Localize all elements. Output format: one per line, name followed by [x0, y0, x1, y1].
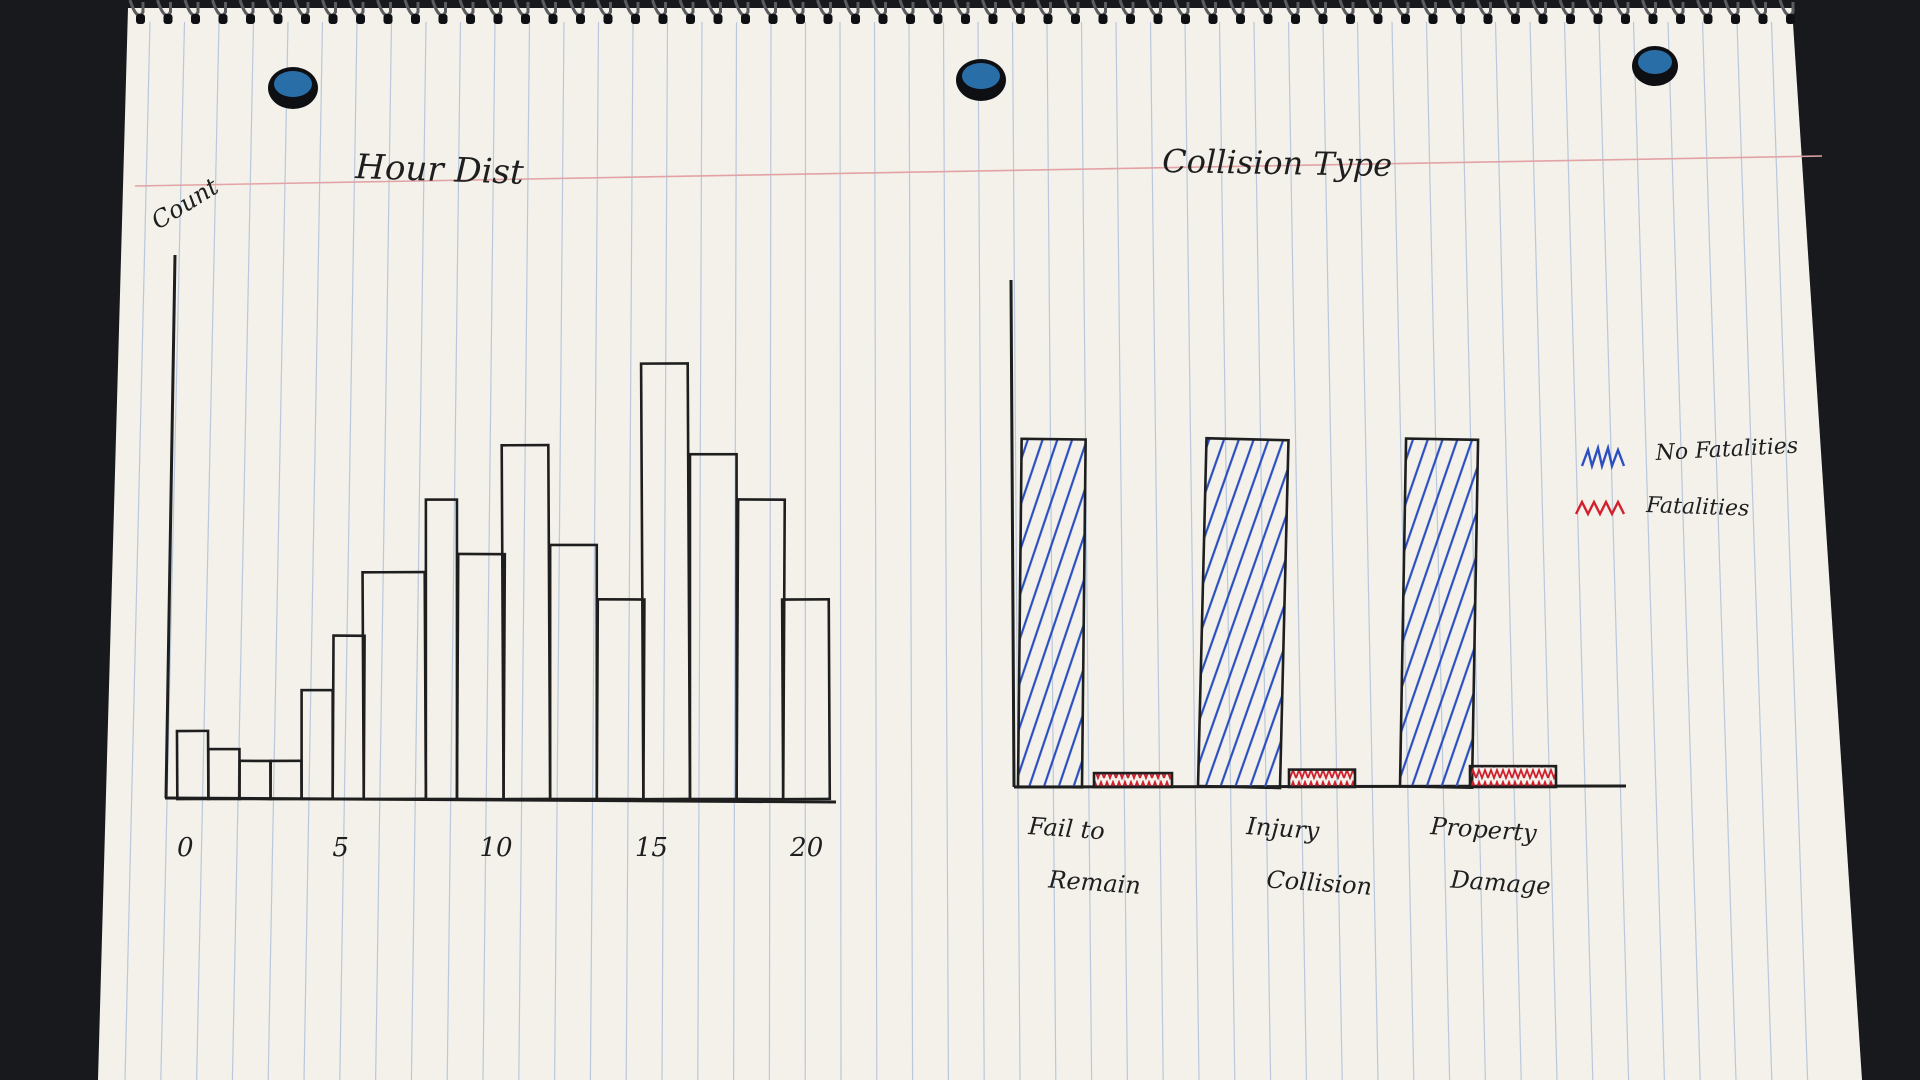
legend-item-fatalities: Fatalities [1574, 493, 1750, 522]
collision-y-axis [1009, 279, 1016, 788]
margin-line [134, 155, 1823, 187]
hour-dist-tick-label: 0 [177, 833, 194, 863]
ruled-lines [124, 21, 1809, 1080]
hour-dist-bar [735, 498, 787, 801]
hour-dist-tick-label: 20 [789, 833, 823, 863]
collision-type-title: Collision Type [1162, 142, 1393, 184]
hour-dist-chart: Hour Dist Count 0 5 10 15 20 [146, 147, 837, 863]
collision-category-label: Fail to [1027, 812, 1106, 845]
bar-no-fatalities [1196, 436, 1290, 790]
bar-no-fatalities [1398, 437, 1480, 789]
hour-dist-tick-label: 15 [635, 833, 668, 863]
hour-dist-bar [780, 597, 832, 801]
hour-dist-bars [175, 362, 832, 801]
collision-bars [1016, 436, 1558, 790]
legend-label-fatalities: Fatalities [1645, 493, 1750, 522]
notebook-page [98, 8, 1862, 1080]
hour-dist-title: Hour Dist [354, 147, 525, 193]
collision-category-label: Injury [1245, 812, 1321, 845]
binding-holes [268, 46, 1678, 109]
bar-fatalities [1092, 771, 1174, 789]
collision-category-label: Remain [1047, 865, 1142, 899]
bar-no-fatalities [1016, 437, 1087, 789]
legend-swatch-blue [1580, 443, 1626, 471]
hour-dist-tick-label: 5 [332, 833, 349, 863]
bar-fatalities [1287, 768, 1357, 789]
legend-swatch-red [1574, 499, 1626, 517]
bar-fatalities [1468, 764, 1558, 789]
hour-dist-y-axis [164, 254, 177, 799]
collision-type-chart: Collision Type Fail toRemainInjuryCollis… [1009, 142, 1799, 901]
hour-dist-tick-labels: 0 5 10 15 20 [177, 833, 823, 863]
spiral-binding [128, 0, 1795, 24]
hour-dist-tick-label: 10 [479, 833, 512, 863]
